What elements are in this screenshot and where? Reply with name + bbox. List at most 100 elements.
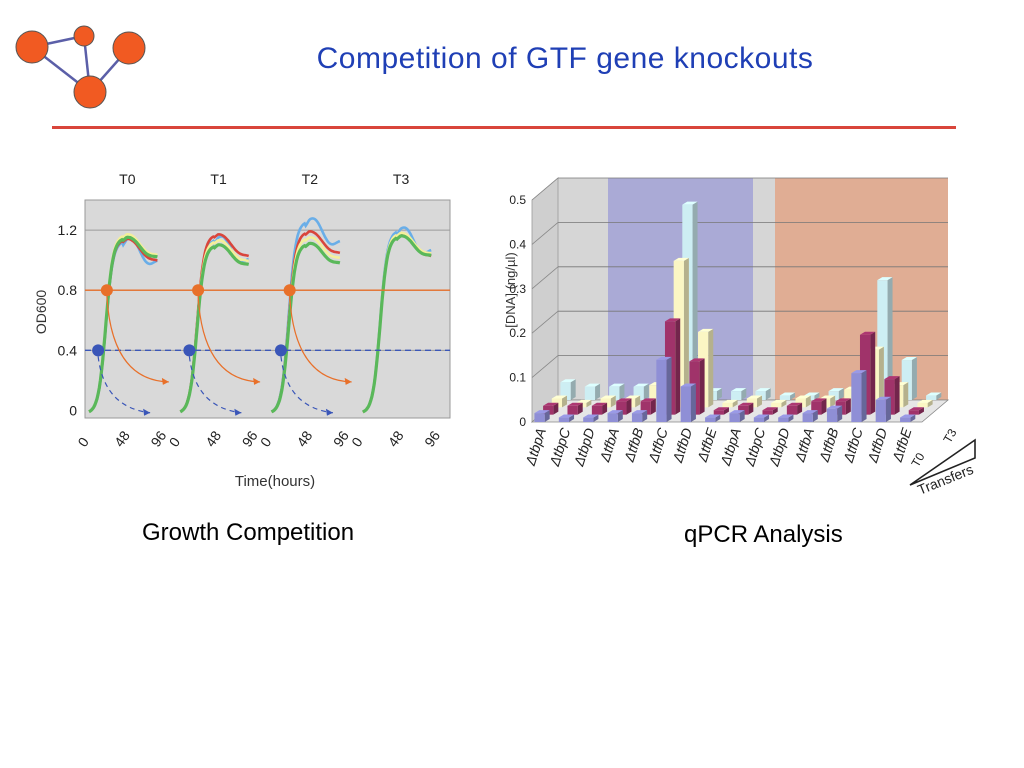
bar-side <box>878 346 884 408</box>
bar-top <box>656 356 672 360</box>
bar-top <box>673 257 689 261</box>
growth-curves <box>88 217 432 414</box>
x-tick-label: ΔtfbB <box>620 426 646 465</box>
x-tick-label: ΔtbpA <box>717 426 744 468</box>
bar <box>583 417 594 422</box>
depth-label-end: T3 <box>940 426 959 445</box>
bar <box>908 410 919 415</box>
x-tick-label: ΔtfbB <box>815 426 841 465</box>
x-tick-label: 48 <box>202 428 224 450</box>
y-tick-label: 0.2 <box>509 326 526 340</box>
orange-arrow <box>289 296 352 383</box>
bar <box>729 413 740 422</box>
bar-top <box>713 407 729 411</box>
bar-side <box>845 398 851 415</box>
bar-top <box>543 402 559 406</box>
bar-side <box>830 395 836 408</box>
bar-side <box>788 414 794 422</box>
bar <box>917 402 928 408</box>
x-tick-label: ΔtbpC <box>741 425 769 469</box>
plot-area <box>84 199 451 419</box>
bar-side <box>936 392 942 400</box>
bar-top <box>811 398 827 402</box>
bar-side <box>723 407 729 415</box>
bar-top <box>908 407 924 411</box>
bar-side <box>577 402 583 415</box>
bar-side <box>821 398 827 415</box>
growth-curve <box>179 243 250 414</box>
bar <box>875 399 886 422</box>
arrowhead-icon <box>161 377 169 385</box>
bar-side <box>602 402 608 415</box>
bar <box>591 405 603 415</box>
bar-top <box>778 414 794 418</box>
x-tick-labels: ΔtbpAΔtbpCΔtbpDΔtfbAΔtfbBΔtfbCΔtfbDΔtfbE… <box>522 425 915 469</box>
bar-side <box>894 376 900 415</box>
arrowhead-icon <box>234 408 242 416</box>
bar-top <box>567 402 583 406</box>
wall-band <box>558 178 608 400</box>
bar-top <box>771 399 787 403</box>
x-tick-label: 0 <box>348 434 366 450</box>
od-markers <box>85 284 450 416</box>
bar <box>901 360 912 400</box>
bar-top <box>591 402 608 406</box>
gridline-side <box>531 222 559 245</box>
bar <box>826 408 838 422</box>
bar-side <box>683 257 689 408</box>
bar <box>567 405 578 415</box>
bar-top <box>534 410 550 414</box>
panel-label: T0 <box>119 171 136 187</box>
network-logo-icon <box>15 25 146 109</box>
bar-top <box>819 395 836 399</box>
bar-side <box>716 388 722 400</box>
arrowhead-icon <box>344 377 352 385</box>
panel-label: T1 <box>210 171 227 187</box>
bar-top <box>826 405 843 409</box>
y-axis-label: [DNA] (ng/µl) <box>503 252 518 327</box>
caption-qpcr-analysis: qPCR Analysis <box>684 521 843 548</box>
bar-side <box>690 383 696 422</box>
bar <box>900 417 911 422</box>
bar-side <box>562 395 568 408</box>
bar <box>649 385 660 408</box>
bar <box>786 405 798 415</box>
bar <box>851 373 862 422</box>
panel-label: T3 <box>393 171 410 187</box>
bar-top <box>731 388 747 392</box>
bar-top <box>786 402 803 406</box>
od-0-4-marker <box>274 344 287 357</box>
bar <box>771 402 782 408</box>
growth-competition-chart: 00.40.81.2 0 48 960 48 960 48 960 48 96 T0 T1 T2 T3… <box>33 171 451 490</box>
qpcr-analysis-chart: 00.10.20.30.40.5 ΔtbpAΔtbpCΔtbpDΔtfbAΔtf… <box>503 177 976 498</box>
y-tick-label: 1.2 <box>58 222 78 238</box>
bar <box>926 395 937 400</box>
bar-top <box>755 388 771 392</box>
bar-top <box>877 277 893 281</box>
y-tick-label: 0.4 <box>58 342 78 358</box>
bar-side <box>666 356 672 422</box>
blue-arrow <box>188 356 242 414</box>
x-tick-label: 0 <box>257 434 275 450</box>
bar-top <box>835 398 851 402</box>
blue-arrow <box>97 356 151 414</box>
gridline-side <box>531 355 559 378</box>
bar <box>722 402 733 408</box>
bar-side <box>732 399 738 408</box>
x-tick-label: 48 <box>385 428 407 450</box>
od-0-8-marker <box>100 284 113 297</box>
bar-top <box>583 414 599 418</box>
od-0-8-marker <box>192 284 205 297</box>
bar-side <box>765 388 771 400</box>
arrowhead-icon <box>253 377 261 385</box>
panel-label: T2 <box>302 171 319 187</box>
x-axis-label: Time(hours) <box>235 473 315 490</box>
bar-top <box>633 383 649 387</box>
x-tick-label: ΔtbpD <box>570 426 598 469</box>
y-tick-label: 0.3 <box>509 282 526 296</box>
bar-top <box>600 395 616 399</box>
bar <box>680 386 691 422</box>
bar-top <box>705 414 721 418</box>
bar <box>705 417 716 422</box>
caption-growth-competition: Growth Competition <box>142 519 355 546</box>
